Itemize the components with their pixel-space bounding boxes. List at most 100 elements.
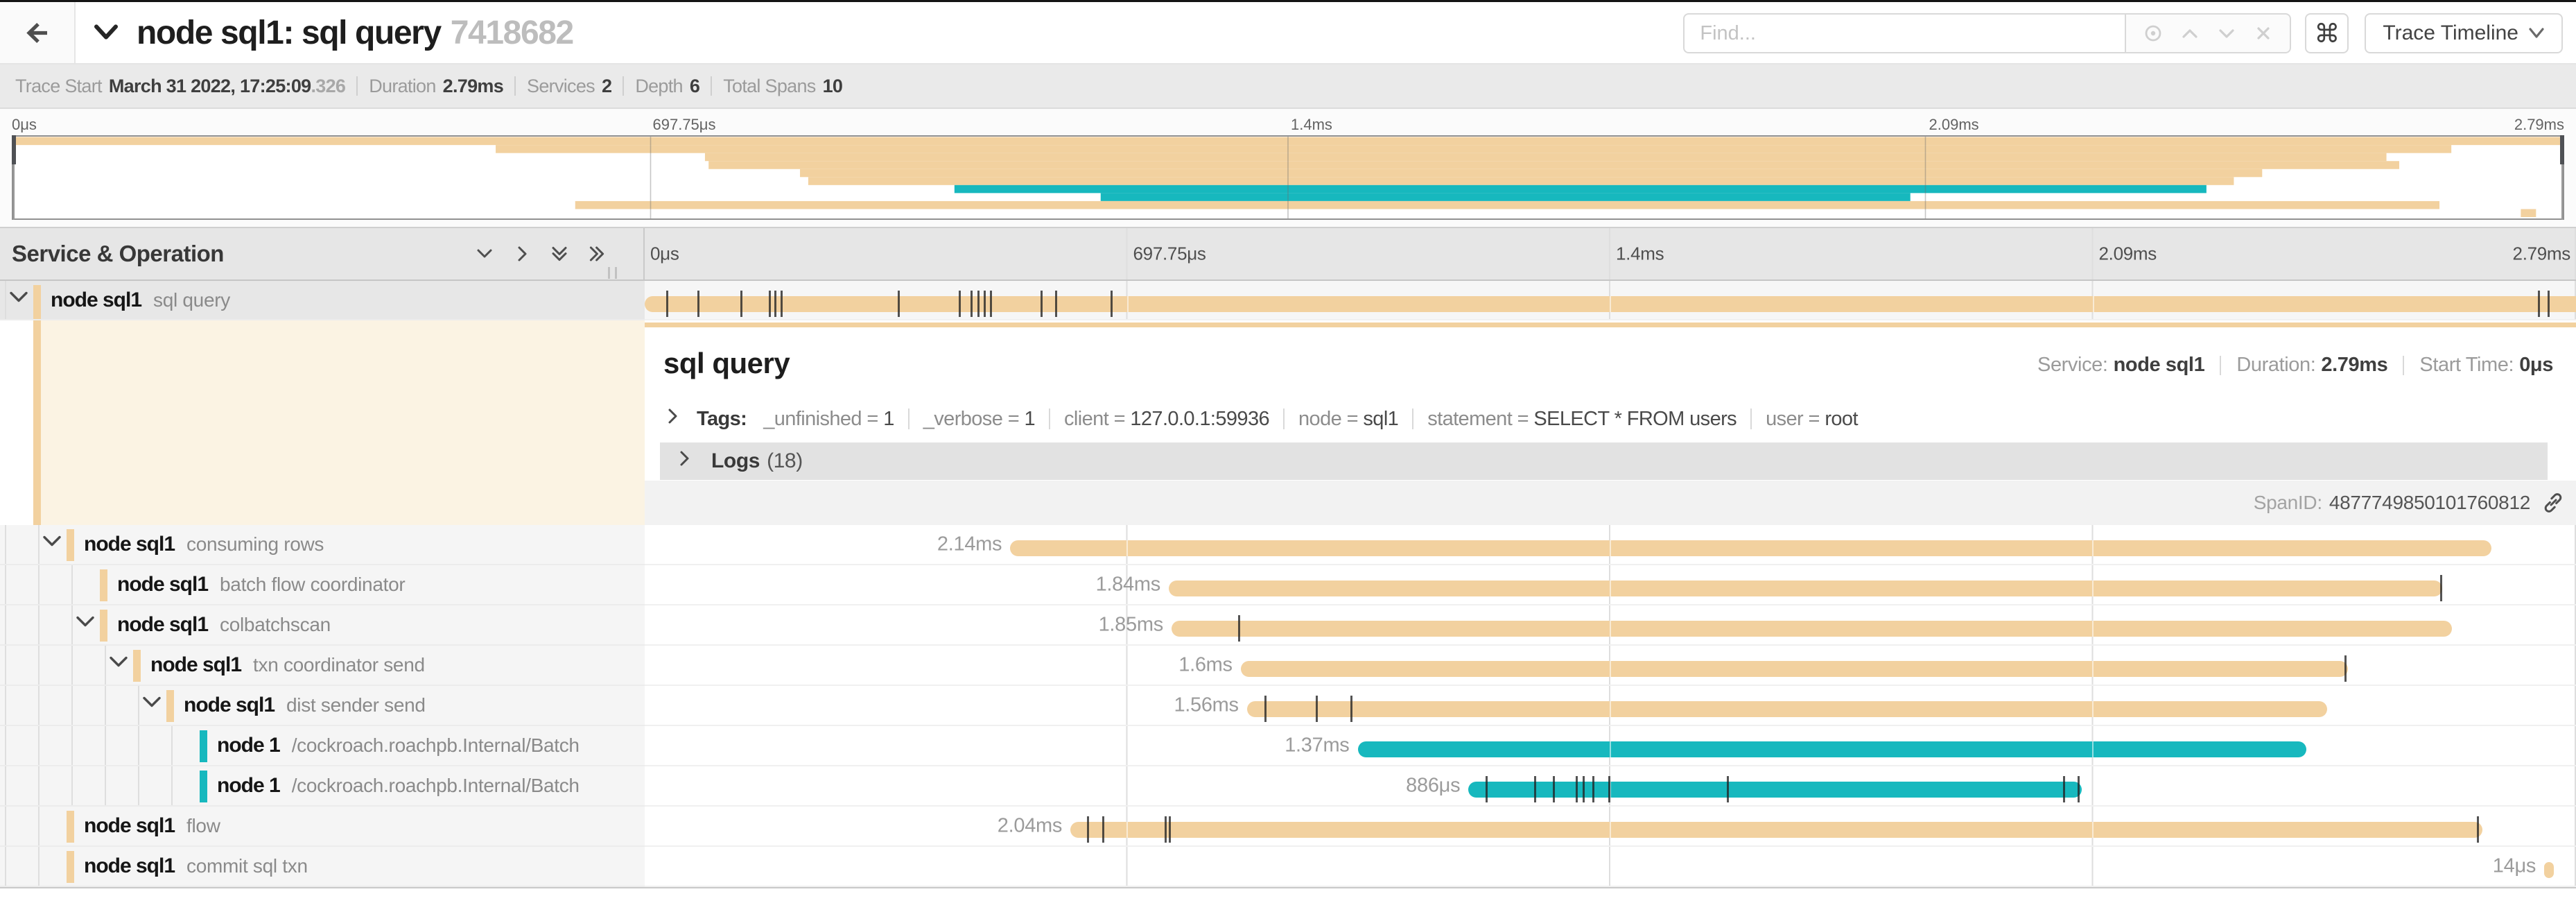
- minimap-scrubber-right[interactable]: [2560, 135, 2564, 164]
- log-marker[interactable]: [959, 291, 961, 317]
- log-marker[interactable]: [2477, 816, 2480, 843]
- log-marker[interactable]: [1486, 776, 1488, 802]
- log-marker[interactable]: [2538, 291, 2541, 317]
- span-name-cell[interactable]: node 1/cockroach.roachpb.Internal/Batch: [0, 766, 645, 807]
- log-marker[interactable]: [768, 291, 771, 317]
- span-timeline-cell[interactable]: 1.6ms: [645, 646, 2576, 686]
- span-row-cockroach-roachpb-internal-batch[interactable]: node 1/cockroach.roachpb.Internal/Batch 8…: [0, 766, 2576, 807]
- expand-collapse-chevron[interactable]: [141, 693, 163, 719]
- log-marker[interactable]: [740, 291, 742, 317]
- clear-search-icon[interactable]: [2253, 23, 2274, 44]
- expand-collapse-chevron[interactable]: [107, 653, 130, 678]
- back-button[interactable]: [0, 2, 76, 63]
- span-duration-bar[interactable]: [1070, 822, 2483, 838]
- log-marker[interactable]: [1164, 816, 1167, 843]
- log-marker[interactable]: [1102, 816, 1105, 843]
- detail-logs-bar[interactable]: Logs (18): [660, 442, 2548, 480]
- span-row-commit-sql-txn[interactable]: node sql1 commit sql txn 14μs: [0, 847, 2576, 887]
- span-row-consuming-rows[interactable]: node sql1 consuming rows 2.14ms: [0, 525, 2576, 565]
- find-input[interactable]: [1683, 13, 2125, 53]
- span-name-cell[interactable]: node sql1 dist sender send: [0, 686, 645, 726]
- log-marker[interactable]: [1237, 615, 1240, 642]
- log-marker[interactable]: [984, 291, 986, 317]
- span-duration-bar[interactable]: [1168, 580, 2443, 596]
- span-duration-bar[interactable]: [1468, 782, 2082, 798]
- span-duration-bar[interactable]: [1246, 701, 2327, 717]
- log-marker[interactable]: [898, 291, 900, 317]
- span-name-cell[interactable]: node sql1 sql query: [0, 281, 645, 320]
- span-name-cell[interactable]: node sql1 txn coordinator send: [0, 646, 645, 686]
- log-marker[interactable]: [1055, 291, 1058, 317]
- log-marker[interactable]: [1041, 291, 1043, 317]
- log-marker[interactable]: [780, 291, 783, 317]
- next-match-icon[interactable]: [2216, 23, 2237, 44]
- log-marker[interactable]: [1168, 816, 1171, 843]
- expand-collapse-chevron[interactable]: [8, 287, 30, 313]
- log-marker[interactable]: [2078, 776, 2080, 802]
- span-duration-bar[interactable]: [645, 296, 2576, 312]
- expand-all-icon[interactable]: [588, 245, 606, 263]
- tag-pill[interactable]: node = sql1: [1298, 408, 1399, 431]
- span-name-cell[interactable]: node 1/cockroach.roachpb.Internal/Batch: [0, 726, 645, 766]
- minimap-scrubber-left[interactable]: [12, 135, 16, 164]
- span-duration-bar[interactable]: [2544, 862, 2555, 878]
- detail-tags-row[interactable]: Tags: _unfinished = 1 _verbose = 1 client =…: [663, 403, 1859, 435]
- trace-view-selector[interactable]: Trace Timeline: [2365, 13, 2563, 53]
- tag-pill[interactable]: _unfinished = 1: [763, 408, 894, 431]
- tag-pill[interactable]: client = 127.0.0.1:59936: [1064, 408, 1270, 431]
- log-marker[interactable]: [1592, 776, 1595, 802]
- log-marker[interactable]: [1087, 816, 1090, 843]
- span-duration-bar[interactable]: [1171, 621, 2453, 637]
- span-timeline-cell[interactable]: 2.14ms: [645, 525, 2576, 565]
- span-timeline-cell[interactable]: [645, 281, 2576, 320]
- expand-collapse-chevron[interactable]: [74, 612, 96, 638]
- log-marker[interactable]: [2548, 291, 2550, 317]
- log-marker[interactable]: [1315, 696, 1318, 722]
- span-row-dist-sender-send[interactable]: node sql1 dist sender send 1.56ms: [0, 686, 2576, 726]
- span-row-colbatchscan[interactable]: node sql1 colbatchscan 1.85ms: [0, 605, 2576, 646]
- span-row-flow[interactable]: node sql1 flow 2.04ms: [0, 807, 2576, 847]
- tags-expand-chevron-icon[interactable]: [663, 407, 681, 431]
- log-marker[interactable]: [2440, 575, 2443, 601]
- tag-pill[interactable]: statement = SELECT * FROM users: [1427, 408, 1737, 431]
- span-timeline-cell[interactable]: 1.56ms: [645, 686, 2576, 726]
- match-focus-icon[interactable]: [2143, 23, 2164, 44]
- span-timeline-cell[interactable]: 14μs: [645, 847, 2576, 887]
- span-duration-bar[interactable]: [1357, 741, 2306, 757]
- span-timeline-cell[interactable]: 1.37ms: [645, 726, 2576, 766]
- log-marker[interactable]: [990, 291, 993, 317]
- log-marker[interactable]: [697, 291, 699, 317]
- keyboard-shortcuts-button[interactable]: ⌘: [2305, 13, 2349, 53]
- span-name-cell[interactable]: node sql1 commit sql txn: [0, 847, 645, 887]
- minimap-canvas[interactable]: [12, 135, 2564, 220]
- expand-collapse-chevron[interactable]: [41, 532, 63, 558]
- span-timeline-cell[interactable]: 1.84ms: [645, 565, 2576, 605]
- span-duration-bar[interactable]: [1240, 661, 2349, 677]
- collapse-header-chevron-icon[interactable]: [94, 24, 119, 42]
- span-name-cell[interactable]: node sql1 flow: [0, 807, 645, 847]
- tag-pill[interactable]: user = root: [1766, 408, 1858, 431]
- log-marker[interactable]: [1534, 776, 1537, 802]
- log-marker[interactable]: [1553, 776, 1556, 802]
- log-marker[interactable]: [1608, 776, 1610, 802]
- span-row-cockroach-roachpb-internal-batch[interactable]: node 1/cockroach.roachpb.Internal/Batch 1…: [0, 726, 2576, 766]
- expand-one-icon[interactable]: [513, 245, 531, 263]
- log-marker[interactable]: [977, 291, 980, 317]
- span-timeline-cell[interactable]: 1.85ms: [645, 605, 2576, 646]
- log-marker[interactable]: [2344, 655, 2347, 682]
- span-name-cell[interactable]: node sql1 batch flow coordinator: [0, 565, 645, 605]
- log-marker[interactable]: [2063, 776, 2066, 802]
- span-duration-bar[interactable]: [1010, 540, 2492, 556]
- span-row-batch-flow-coordinator[interactable]: node sql1 batch flow coordinator 1.84ms: [0, 565, 2576, 605]
- log-marker[interactable]: [1350, 696, 1352, 722]
- deep-link-icon[interactable]: [2541, 491, 2565, 515]
- span-timeline-cell[interactable]: 886μs: [645, 766, 2576, 807]
- log-marker[interactable]: [971, 291, 973, 317]
- span-row-sql-query[interactable]: node sql1 sql query: [0, 281, 2576, 320]
- log-marker[interactable]: [1576, 776, 1578, 802]
- log-marker[interactable]: [1583, 776, 1585, 802]
- collapse-all-icon[interactable]: [550, 245, 568, 263]
- log-marker[interactable]: [1264, 696, 1267, 722]
- column-resize-grip[interactable]: [608, 267, 617, 279]
- tag-pill[interactable]: _verbose = 1: [923, 408, 1036, 431]
